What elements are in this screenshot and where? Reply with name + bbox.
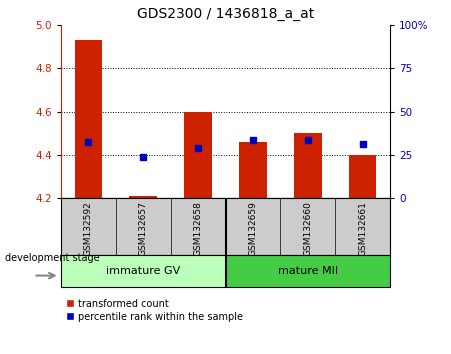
Text: development stage: development stage <box>5 253 99 263</box>
Text: GSM132592: GSM132592 <box>84 201 93 256</box>
Bar <box>184 112 212 198</box>
Bar <box>349 155 377 198</box>
Legend: transformed count, percentile rank within the sample: transformed count, percentile rank withi… <box>66 299 244 321</box>
Text: GSM132657: GSM132657 <box>139 201 147 256</box>
Bar <box>239 142 267 198</box>
Bar <box>226 255 390 287</box>
Title: GDS2300 / 1436818_a_at: GDS2300 / 1436818_a_at <box>137 7 314 21</box>
Bar <box>61 255 226 287</box>
Bar <box>74 40 102 198</box>
Text: GSM132660: GSM132660 <box>304 201 312 256</box>
Text: mature MII: mature MII <box>278 266 338 276</box>
Bar <box>129 196 157 198</box>
Text: immature GV: immature GV <box>106 266 180 276</box>
Text: GSM132658: GSM132658 <box>193 201 202 256</box>
Text: GSM132661: GSM132661 <box>358 201 367 256</box>
Text: GSM132659: GSM132659 <box>249 201 258 256</box>
Bar <box>294 133 322 198</box>
